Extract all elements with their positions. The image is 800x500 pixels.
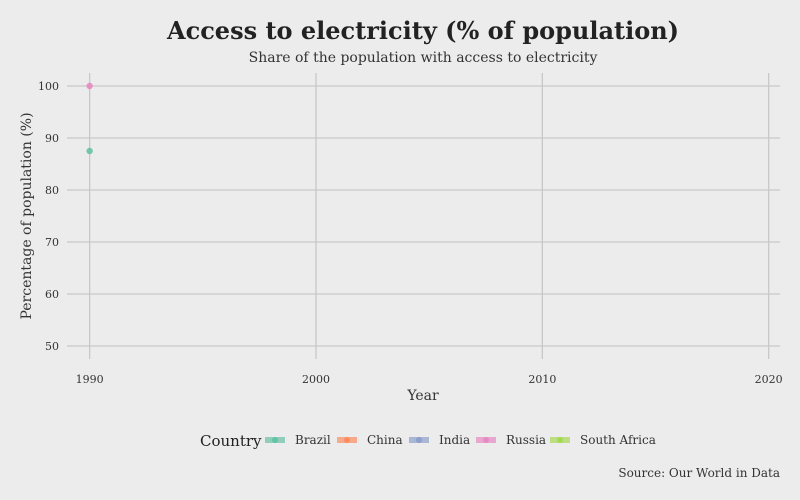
legend-marker <box>416 437 422 443</box>
legend-marker <box>557 437 563 443</box>
legend-marker <box>272 437 278 443</box>
chart-subtitle: Share of the population with access to e… <box>249 50 598 66</box>
legend-marker <box>483 437 489 443</box>
legend-item-south-africa: South Africa <box>550 433 656 447</box>
x-axis-ticks: 1990 2000 2010 2020 <box>76 373 783 386</box>
x-tick-label: 2010 <box>528 373 556 386</box>
y-tick-label: 80 <box>45 184 59 197</box>
legend-item-russia: Russia <box>476 433 546 447</box>
legend: Country Brazil China India Russia South Afri… <box>200 432 656 450</box>
legend-title: Country <box>200 432 262 450</box>
y-axis-label: Percentage of population (%) <box>19 112 35 319</box>
legend-item-china: China <box>337 433 403 447</box>
y-axis-ticks: 50 60 70 80 90 100 <box>38 80 59 353</box>
y-tick-label: 100 <box>38 80 59 93</box>
legend-label: South Africa <box>580 433 656 447</box>
x-tick-label: 1990 <box>76 373 104 386</box>
legend-label: Russia <box>506 433 546 447</box>
legend-label: Brazil <box>295 433 331 447</box>
y-tick-label: 50 <box>45 340 59 353</box>
legend-item-brazil: Brazil <box>265 433 331 447</box>
chart-title: Access to electricity (% of population) <box>166 16 679 45</box>
data-point-russia <box>86 82 93 90</box>
legend-label: India <box>439 433 470 447</box>
data-point-brazil <box>86 147 93 155</box>
gridlines <box>67 73 780 359</box>
legend-label: China <box>367 433 403 447</box>
chart-caption: Source: Our World in Data <box>618 466 780 480</box>
data-points <box>86 82 93 155</box>
x-tick-label: 2020 <box>755 373 783 386</box>
x-tick-label: 2000 <box>302 373 330 386</box>
y-tick-label: 60 <box>45 288 59 301</box>
y-tick-label: 70 <box>45 236 59 249</box>
y-tick-label: 90 <box>45 132 59 145</box>
x-axis-label: Year <box>406 388 439 404</box>
legend-item-india: India <box>409 433 470 447</box>
legend-marker <box>344 437 350 443</box>
